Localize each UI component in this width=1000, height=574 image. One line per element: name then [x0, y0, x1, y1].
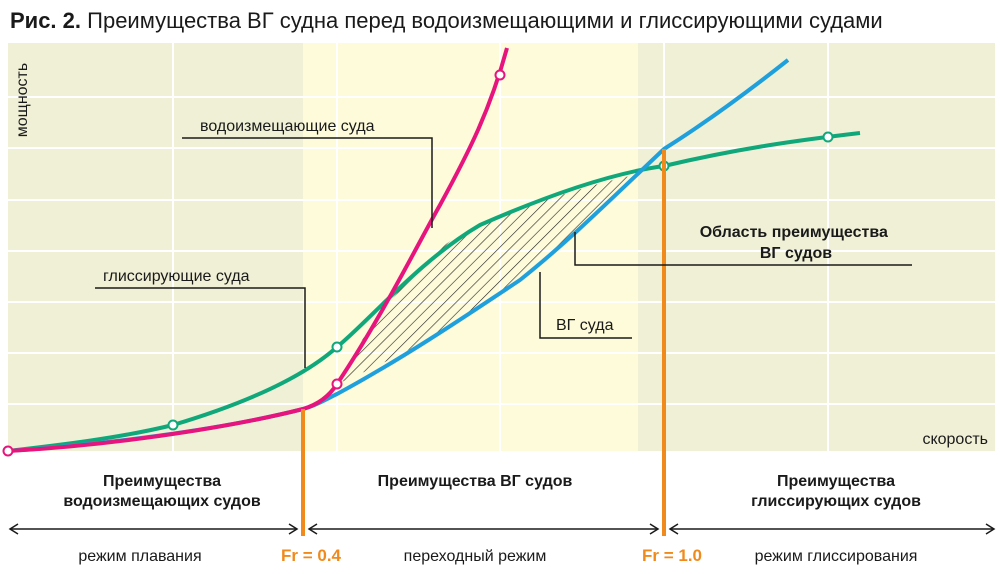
leader-gl: [95, 287, 306, 368]
zone-left-title-1: Преимущества: [103, 473, 221, 490]
zone-middle-title: Преимущества ВГ судов: [378, 473, 573, 490]
mode-right: режим глиссирования: [755, 548, 918, 565]
mode-middle: переходный режим: [404, 548, 547, 565]
advantage-area-label: Область преимущества ВГ судов: [700, 224, 893, 262]
point-vod-2: [494, 69, 506, 81]
arrows-row: [8, 523, 996, 535]
arrow-right-head-a: [668, 523, 679, 535]
point-gl-1: [167, 419, 179, 431]
mode-left: режим плавания: [78, 548, 201, 565]
fr-low-label: Fr = 0.4: [281, 546, 342, 565]
advantage-area-line-1: Область преимущества: [700, 224, 888, 241]
point-origin: [2, 445, 14, 457]
x-axis-label: скорость: [922, 431, 988, 448]
series-label-vod: водоизмещающие суда: [200, 118, 375, 135]
arrow-middle-head-b: [649, 523, 660, 535]
hatched-advantage-area: [337, 174, 638, 384]
arrow-middle-head-a: [307, 523, 318, 535]
zone-right-title-1: Преимущества: [777, 473, 895, 490]
series-line-glissiruyushchie: [7, 131, 861, 453]
figure-title-text: Преимущества ВГ судна перед водоизмещающ…: [87, 8, 883, 33]
arrow-left-head-a: [8, 523, 19, 535]
leader-vg: [539, 272, 632, 339]
figure-title: Рис. 2. Преимущества ВГ судна перед водо…: [10, 8, 883, 34]
point-gl-4: [822, 131, 834, 143]
fr-high-label: Fr = 1.0: [642, 546, 702, 565]
point-gl-2: [331, 341, 343, 353]
arrow-right-head-b: [985, 523, 996, 535]
arrow-left-head-b: [288, 523, 299, 535]
leader-area: [574, 232, 912, 266]
y-axis-label: мощность: [14, 63, 31, 137]
series-line-vodoizmeshchayushchie: [7, 47, 509, 453]
series-label-vg: ВГ суда: [556, 317, 614, 334]
leader-vod: [182, 137, 433, 228]
series-label-gl: глиссирующие суда: [103, 268, 250, 285]
figure-number: Рис. 2.: [10, 8, 82, 33]
point-vod-1: [331, 378, 343, 390]
zone-left-title-2: водоизмещающих судов: [63, 493, 261, 510]
advantage-area-line-2: ВГ судов: [760, 245, 832, 262]
zone-right-title-2: глиссирующих судов: [751, 493, 921, 510]
